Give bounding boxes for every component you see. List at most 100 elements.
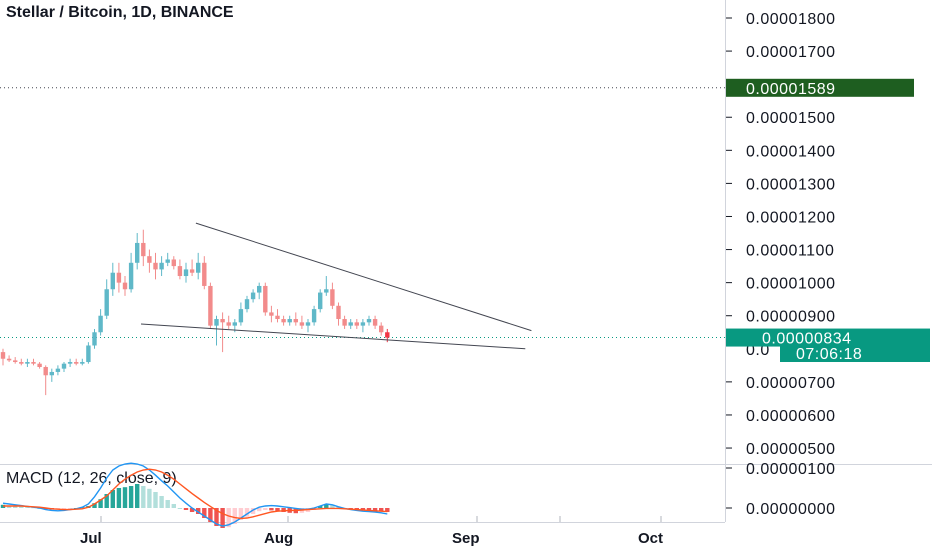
macd-histogram-bar	[171, 504, 176, 508]
macd-histogram-bar	[208, 508, 213, 522]
last-price-tag-label: 0.00000834	[762, 331, 852, 348]
candlestick-series[interactable]	[0, 229, 390, 396]
macd-histogram-bar	[13, 506, 18, 508]
macd-histogram-bar	[92, 503, 97, 508]
candle-body	[257, 285, 262, 293]
candle-body	[348, 322, 353, 326]
high-price-tag-bg	[726, 78, 914, 97]
candle-body	[269, 312, 274, 316]
price-tick-label: 0.00000600	[746, 408, 836, 425]
candle-body	[281, 319, 286, 323]
candle-body	[55, 368, 61, 372]
candle-body	[379, 325, 384, 333]
candle-body	[116, 272, 122, 283]
candle-body	[336, 305, 341, 320]
price-axis[interactable]: 0.00001800 0.00001700 0.00001500 0.00001400…	[726, 11, 836, 458]
macd-histogram-bar	[214, 508, 219, 526]
price-tick-label: 0.00001200	[746, 209, 836, 226]
candle-body	[122, 282, 128, 290]
candle-body	[189, 269, 195, 273]
time-label-oct: Oct	[638, 530, 663, 547]
time-axis[interactable]: Jul Aug Sep Oct	[80, 530, 663, 547]
trendlines[interactable]	[140, 222, 532, 350]
candle-body	[372, 319, 378, 326]
candle-body	[67, 362, 73, 364]
candle-body	[354, 322, 359, 326]
candle-body	[183, 269, 189, 277]
macd-histogram-bar	[330, 504, 335, 508]
candle-body	[153, 262, 158, 270]
macd-histogram-bar	[25, 506, 30, 508]
candle-body	[165, 259, 170, 263]
countdown-tag-label: 07:06:18	[796, 346, 862, 363]
macd-histogram-bar	[153, 492, 158, 508]
candle-body	[238, 309, 244, 323]
candle-body	[318, 292, 323, 310]
time-label-sep: Sep	[452, 530, 480, 547]
last-price-tag[interactable]: 0.00000834	[726, 328, 930, 348]
candle-body	[196, 262, 201, 273]
macd-histogram-bar	[281, 508, 286, 512]
price-tick-label: 0.00001700	[746, 44, 836, 61]
candle-body	[98, 315, 103, 333]
macd-tick-label: 0.00000100	[746, 461, 836, 478]
candle-body	[6, 358, 12, 361]
macd-histogram-bar	[104, 494, 109, 508]
macd-histogram-bar	[232, 508, 237, 524]
candle-body	[147, 256, 152, 263]
candle-body	[0, 352, 6, 359]
macd-histogram-bar	[366, 508, 372, 511]
macd-histogram-bar	[250, 508, 256, 514]
macd-histogram-bar	[269, 508, 274, 511]
candle-body	[31, 362, 36, 364]
candle-body	[293, 319, 298, 323]
candle-body	[250, 292, 256, 300]
macd-histogram-bar	[220, 508, 225, 528]
price-tick-label: 0.00000900	[746, 309, 836, 326]
candle-body	[226, 322, 231, 326]
time-label-jul: Jul	[80, 530, 102, 547]
macd-histogram-bar	[372, 508, 378, 511]
macd-histogram-bar	[238, 508, 244, 520]
time-label-aug: Aug	[264, 530, 293, 547]
candle-body	[202, 262, 207, 286]
price-tick-label: 0.00001500	[746, 110, 836, 127]
candle-body	[159, 262, 164, 270]
price-tick-label: 0.00000500	[746, 441, 836, 458]
macd-histogram-bar	[110, 490, 115, 508]
trendline-lower	[140, 323, 526, 350]
macd-histogram-bar	[360, 508, 366, 510]
last-price-tag-bg	[726, 328, 930, 347]
price-tick-label: 0.00000700	[746, 375, 836, 392]
candle-body	[171, 259, 176, 267]
candle-body	[128, 262, 134, 290]
candle-body	[263, 285, 268, 313]
high-price-tag-label: 0.00001589	[746, 81, 836, 98]
candle-body	[92, 332, 97, 346]
candle-body	[61, 363, 67, 369]
macd-histogram-bar	[263, 508, 268, 510]
macd-histogram-bar	[385, 508, 390, 512]
candle-body	[305, 322, 311, 326]
macd-axis[interactable]: 0.00000100 0.00000000	[726, 461, 836, 518]
macd-series[interactable]	[0, 462, 390, 528]
candle-body	[208, 285, 213, 326]
macd-tick-label: 0.00000000	[746, 501, 836, 518]
macd-histogram-bar	[19, 506, 24, 508]
candle-body	[275, 315, 280, 320]
candle-body	[49, 371, 54, 376]
high-price-tag[interactable]: 0.00001589	[726, 78, 914, 98]
macd-histogram-bar	[128, 486, 134, 508]
candle-body	[141, 242, 146, 257]
candle-body	[43, 366, 48, 376]
candle-body	[19, 362, 24, 364]
macd-histogram-bar	[183, 508, 189, 510]
macd-histogram-bar	[165, 500, 170, 508]
macd-histogram-bar	[202, 508, 207, 518]
candle-body	[244, 299, 250, 310]
macd-histogram-bar	[318, 506, 323, 508]
candle-body	[104, 289, 109, 316]
candle-body	[74, 362, 79, 364]
macd-histogram-bar	[6, 505, 12, 508]
